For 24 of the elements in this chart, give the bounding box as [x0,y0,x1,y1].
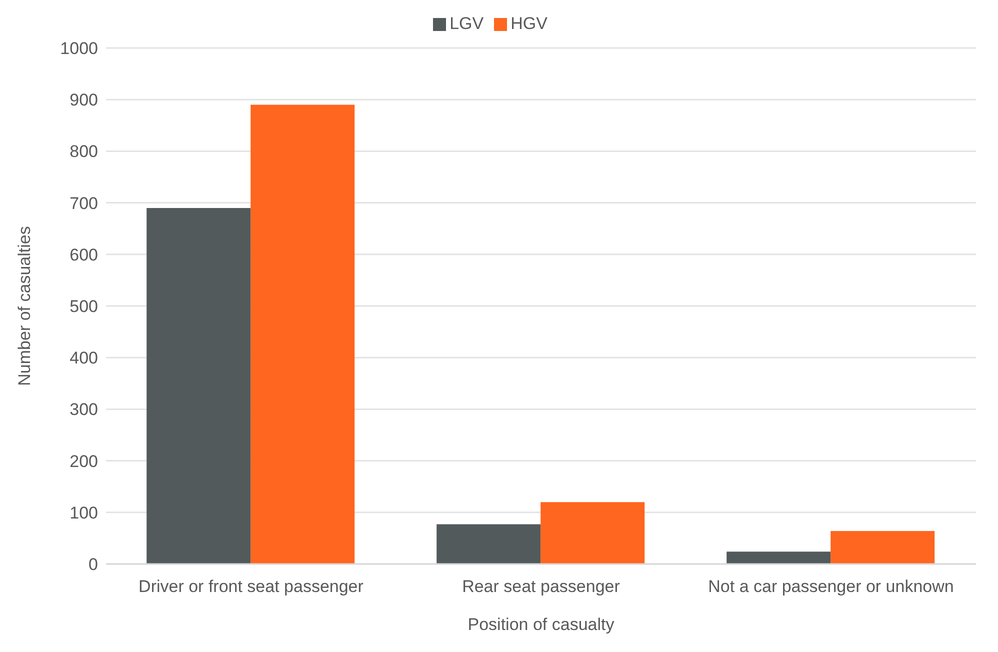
bar [250,104,355,564]
y-tick-label: 300 [70,400,98,420]
bar [830,530,935,564]
y-axis-title: Number of casualties [15,226,34,386]
y-tick-label: 0 [88,555,98,574]
bar [436,524,541,564]
x-tick-label: Not a car passenger or unknown [708,577,954,596]
y-tick-label: 700 [70,194,98,213]
x-axis-title: Position of casualty [468,615,615,634]
legend-label: LGV [450,14,484,33]
y-tick-label: 100 [70,503,98,522]
y-tick-label: 500 [70,297,98,316]
bar [540,502,645,564]
x-tick-label: Driver or front seat passenger [138,577,364,596]
y-tick-label: 600 [70,245,98,264]
legend-label: HGV [510,14,548,33]
y-tick-label: 400 [70,348,98,368]
y-tick-label: 200 [70,452,98,471]
x-tick-label: Rear seat passenger [462,577,620,596]
y-tick-label: 800 [70,142,98,162]
bar [146,208,251,564]
y-tick-label: 1000 [60,39,98,58]
bar [726,552,831,564]
y-tick-label: 900 [70,90,98,110]
